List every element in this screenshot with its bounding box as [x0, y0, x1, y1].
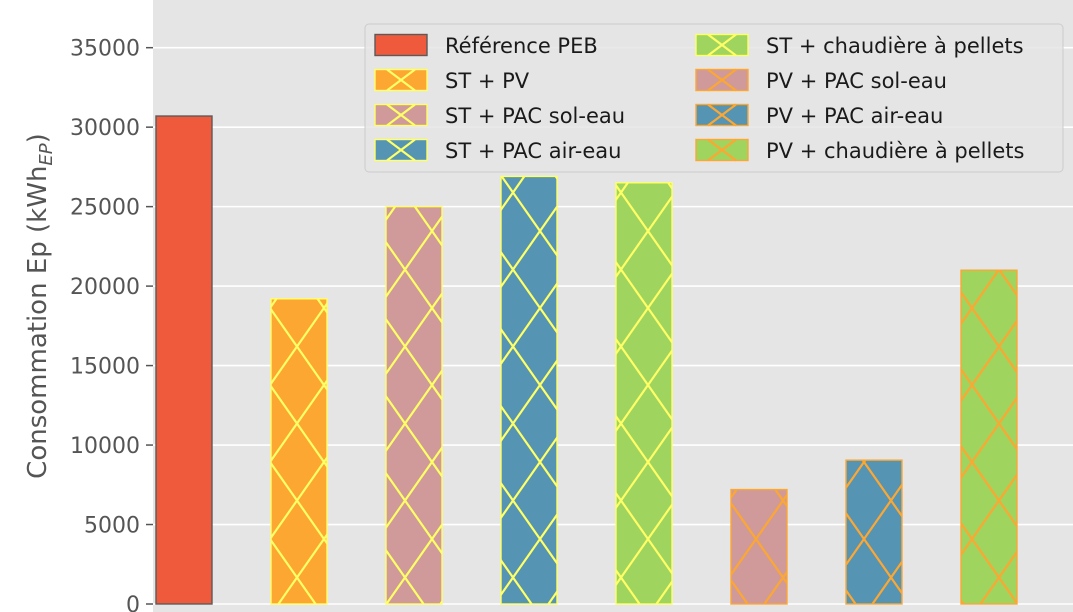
- bar: [155, 115, 213, 605]
- bar: [500, 175, 558, 605]
- legend-label: ST + chaudière à pellets: [766, 34, 1024, 58]
- legend-swatch-hatch: [386, 138, 416, 162]
- y-tick-label: 0: [126, 593, 140, 612]
- bar: [845, 459, 903, 605]
- legend-label: PV + chaudière à pellets: [766, 139, 1024, 163]
- legend-swatch-hatch: [386, 103, 416, 127]
- y-axis-ticks: 0 5000 10000 15000 20000 25000 30000 35000: [70, 37, 153, 612]
- bar: [960, 269, 1018, 605]
- y-tick-label: 25000: [70, 196, 140, 221]
- legend-label: ST + PAC air-eau: [445, 139, 621, 163]
- legend-swatch-hatch: [707, 68, 737, 92]
- bar: [730, 488, 788, 605]
- legend-label: ST + PAC sol-eau: [445, 104, 625, 128]
- bars: [155, 115, 1018, 605]
- y-tick-label: 35000: [70, 37, 140, 62]
- legend: Référence PEB ST + PV ST + PAC sol-eau ST +…: [364, 23, 1064, 173]
- y-axis-label: Consommation Ep (kWhEP): [23, 133, 57, 479]
- legend-frame: [364, 23, 1064, 173]
- y-tick-label: 20000: [70, 275, 140, 300]
- bar: [385, 205, 443, 605]
- legend-label: PV + PAC sol-eau: [766, 69, 947, 93]
- legend-label: ST + PV: [445, 69, 530, 93]
- y-tick-label: 15000: [70, 355, 140, 380]
- legend-label: PV + PAC air-eau: [766, 104, 943, 128]
- y-tick-label: 10000: [70, 434, 140, 459]
- legend-swatch-hatch: [386, 68, 416, 92]
- legend-swatch-hatch: [707, 138, 737, 162]
- legend-swatch-hatch: [707, 33, 737, 57]
- legend-swatch-hatch: [707, 103, 737, 127]
- bar: [270, 298, 328, 605]
- y-tick-label: 5000: [84, 514, 140, 539]
- legend-label: Référence PEB: [445, 34, 598, 58]
- legend-swatch: [374, 33, 428, 57]
- y-tick-label: 30000: [70, 116, 140, 141]
- bar: [615, 182, 673, 605]
